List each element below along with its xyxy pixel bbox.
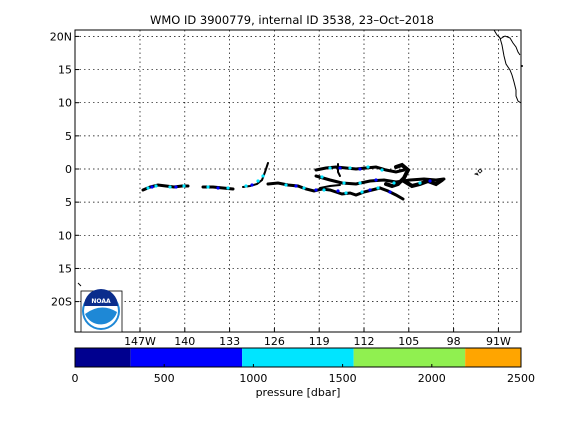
profile-marker xyxy=(342,181,346,185)
profile-marker xyxy=(154,184,158,188)
profile-marker xyxy=(244,184,248,188)
colorbar-segment xyxy=(130,348,243,367)
logo-sky xyxy=(84,289,118,306)
profile-marker xyxy=(388,190,392,194)
longitude-labels: 147W 140 133 126 119 112 105 98 91W xyxy=(124,335,511,348)
latitude-labels: 20N 15 10 5 0 5 10 15 20S xyxy=(50,30,72,308)
profile-marker xyxy=(314,188,318,192)
profile-marker xyxy=(392,181,396,185)
profile-markers-1000-1500dbar xyxy=(146,165,422,195)
colorbar-frame xyxy=(74,347,522,368)
colorbar-segment xyxy=(75,348,131,367)
profile-marker xyxy=(428,179,432,183)
coastline xyxy=(493,29,522,104)
graticule xyxy=(75,30,521,332)
profile-marker xyxy=(261,174,265,178)
profile-marker xyxy=(360,190,364,194)
profile-marker xyxy=(338,166,342,170)
map-title: WMO ID 3900779, internal ID 3538, 23–Oct… xyxy=(150,13,434,27)
profile-marker xyxy=(358,181,362,185)
lon-label: 126 xyxy=(264,335,285,348)
lon-label: 133 xyxy=(219,335,240,348)
colorbar-tick-label: 1500 xyxy=(329,372,357,385)
profile-marker xyxy=(358,167,362,171)
lon-label: 105 xyxy=(398,335,419,348)
profile-marker xyxy=(294,184,298,188)
track-segment xyxy=(242,162,269,188)
lon-label: 91W xyxy=(486,335,511,348)
lon-label: 119 xyxy=(309,335,330,348)
profile-marker xyxy=(174,185,178,189)
lat-label: 5 xyxy=(65,130,72,143)
profile-marker xyxy=(344,191,348,195)
lat-label: 20S xyxy=(51,296,72,309)
colorbar-segment xyxy=(465,348,521,367)
profile-marker xyxy=(336,189,340,193)
colorbar-ticks: 0 500 1000 1500 2000 2500 xyxy=(72,364,535,385)
colorbar-tick-label: 2500 xyxy=(507,372,535,385)
profile-marker xyxy=(146,186,150,190)
track-segment xyxy=(384,162,411,189)
lon-label: 147W xyxy=(124,335,156,348)
lat-label: 10 xyxy=(58,229,72,242)
profile-marker xyxy=(284,183,288,187)
profile-marker xyxy=(328,166,332,170)
profile-marker xyxy=(376,186,380,190)
profile-marker xyxy=(320,175,324,179)
float-trajectory xyxy=(141,162,446,201)
coastline-gulf xyxy=(499,35,521,56)
noaa-logo: NOAA xyxy=(77,282,123,333)
lat-label: 15 xyxy=(58,64,72,77)
islands xyxy=(473,168,483,176)
logo-wave xyxy=(85,307,117,325)
lat-label: 15 xyxy=(58,262,72,275)
profile-marker xyxy=(182,184,186,188)
lon-label: 98 xyxy=(447,335,461,348)
lon-label: 112 xyxy=(354,335,375,348)
profile-marker xyxy=(206,185,210,189)
profile-marker xyxy=(250,183,254,187)
map-background xyxy=(75,30,521,332)
colorbar: 0 500 1000 1500 2000 2500 pressure [dbar] xyxy=(72,347,535,399)
track-segment xyxy=(141,183,190,192)
logo-mark xyxy=(77,282,82,287)
logo-text: NOAA xyxy=(91,298,111,305)
profile-marker xyxy=(366,165,370,169)
profile-marker xyxy=(374,178,378,182)
lat-label: 10 xyxy=(58,97,72,110)
track-segment xyxy=(402,178,444,189)
profile-marker xyxy=(348,166,352,170)
colorbar-tick-label: 2000 xyxy=(418,372,446,385)
track-segment xyxy=(319,163,341,189)
profile-markers-0-500dbar xyxy=(150,166,432,194)
profile-marker xyxy=(256,179,260,183)
colorbar-segments xyxy=(75,348,521,367)
map-frame xyxy=(74,29,522,333)
lat-label: 20N xyxy=(50,30,72,43)
profile-marker xyxy=(418,181,422,185)
profile-marker xyxy=(368,188,372,192)
colorbar-segment xyxy=(353,348,466,367)
profile-marker xyxy=(168,185,172,189)
profile-marker xyxy=(322,188,326,192)
colorbar-tick-label: 0 xyxy=(72,372,79,385)
colorbar-label: pressure [dbar] xyxy=(256,386,341,399)
lon-label: 140 xyxy=(174,335,195,348)
colorbar-tick-label: 1000 xyxy=(239,372,267,385)
colorbar-tick-label: 500 xyxy=(154,372,175,385)
colorbar-segment xyxy=(242,348,354,367)
profile-marker xyxy=(380,168,384,172)
profile-marker xyxy=(216,186,220,190)
profile-marker xyxy=(302,186,306,190)
lat-label: 0 xyxy=(65,163,72,176)
profile-marker xyxy=(226,186,230,190)
lat-label: 5 xyxy=(65,196,72,209)
profile-marker xyxy=(150,185,154,189)
